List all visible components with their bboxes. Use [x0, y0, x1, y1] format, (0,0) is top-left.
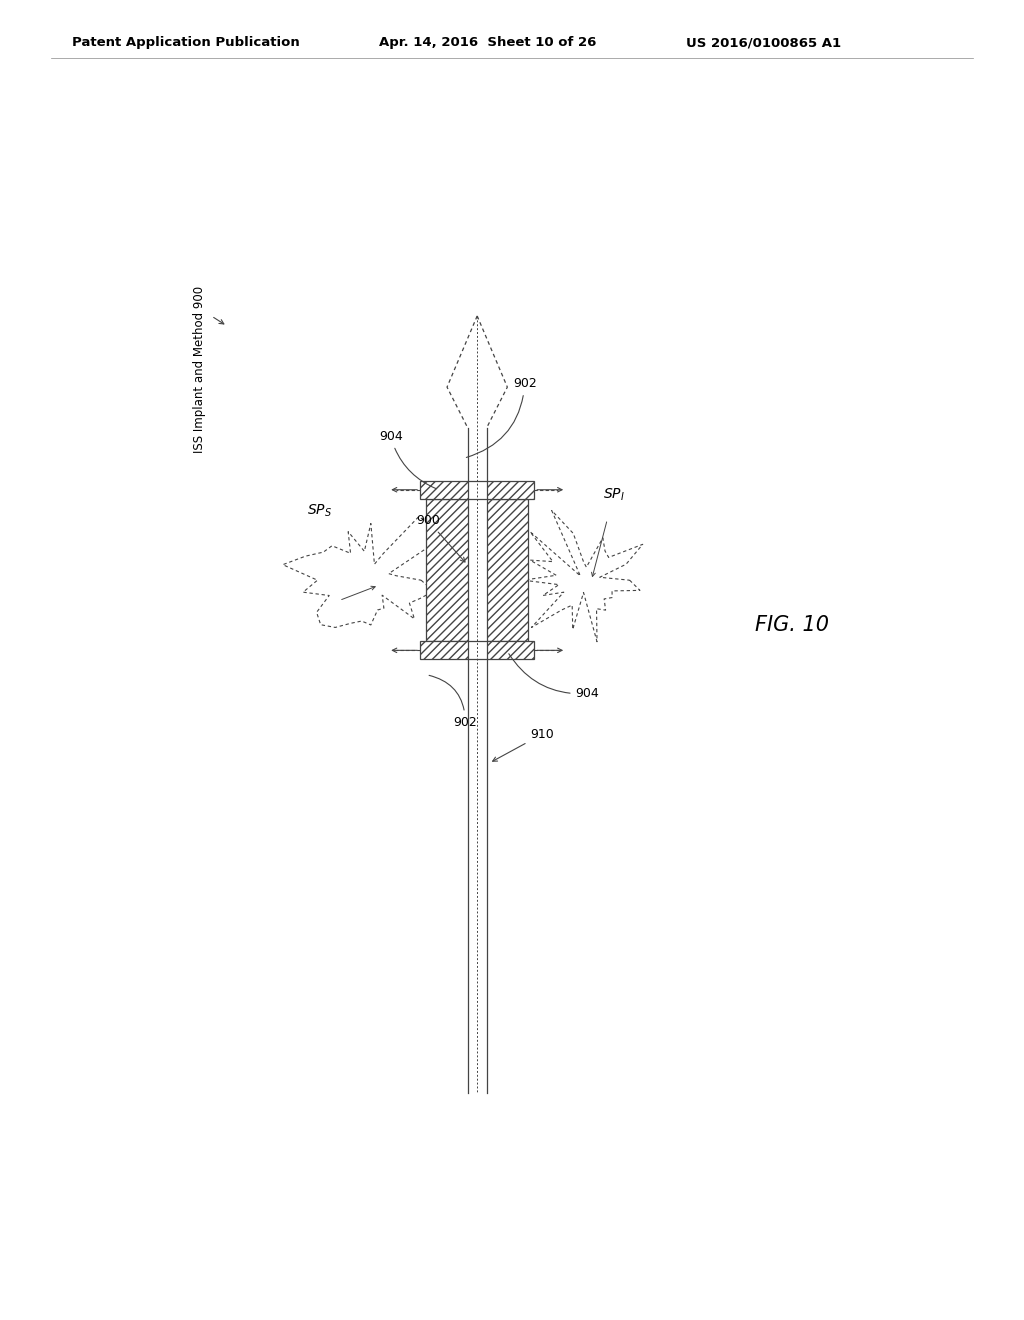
- Bar: [486, 480, 535, 499]
- Bar: [486, 480, 535, 499]
- Bar: [486, 642, 535, 660]
- Bar: [486, 642, 535, 660]
- Text: 904: 904: [509, 653, 599, 700]
- Bar: [420, 642, 468, 660]
- Text: ISS Implant and Method 900: ISS Implant and Method 900: [193, 285, 206, 453]
- Text: US 2016/0100865 A1: US 2016/0100865 A1: [686, 36, 841, 49]
- Text: Apr. 14, 2016  Sheet 10 of 26: Apr. 14, 2016 Sheet 10 of 26: [379, 36, 596, 49]
- Bar: [486, 499, 528, 642]
- Text: 910: 910: [493, 727, 554, 762]
- Bar: [426, 499, 468, 642]
- Text: 904: 904: [379, 430, 436, 488]
- Text: 900: 900: [416, 515, 465, 562]
- Text: Patent Application Publication: Patent Application Publication: [72, 36, 299, 49]
- Bar: [426, 499, 468, 642]
- Text: 902: 902: [466, 378, 537, 458]
- Bar: [420, 480, 468, 499]
- Text: SP$_I$: SP$_I$: [603, 487, 626, 503]
- Bar: [420, 642, 468, 660]
- Bar: [420, 480, 468, 499]
- Text: 902: 902: [429, 676, 477, 729]
- Text: SP$_S$: SP$_S$: [307, 502, 333, 519]
- Bar: [486, 499, 528, 642]
- Text: FIG. 10: FIG. 10: [755, 615, 829, 635]
